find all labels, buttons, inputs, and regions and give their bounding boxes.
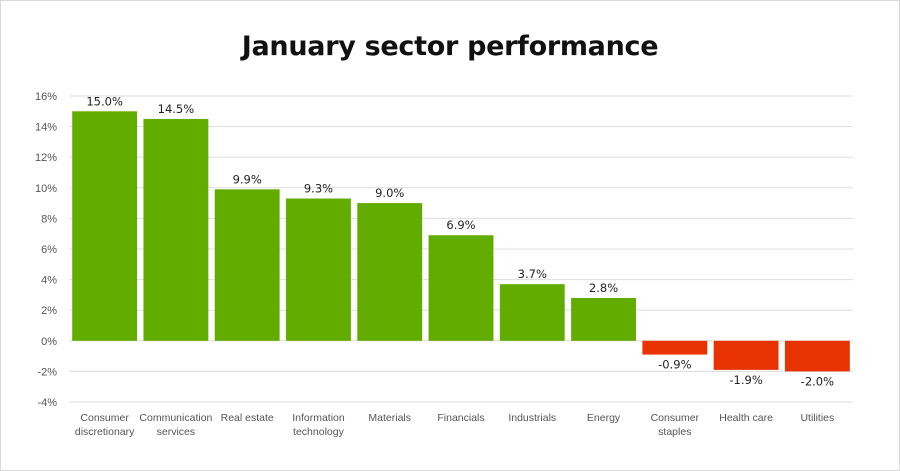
bar bbox=[72, 111, 138, 341]
bar bbox=[571, 297, 636, 341]
x-tick-label: Consumer bbox=[651, 412, 700, 424]
x-tick-label: Information bbox=[292, 412, 345, 424]
y-tick-label: -4% bbox=[37, 397, 57, 409]
x-tick-label: Energy bbox=[587, 412, 621, 424]
bar bbox=[143, 118, 209, 341]
y-tick-label: 12% bbox=[35, 152, 57, 164]
bar bbox=[642, 340, 708, 355]
x-tick-label: Utilities bbox=[800, 412, 834, 424]
y-tick-label: 4% bbox=[41, 275, 57, 287]
data-label: 14.5% bbox=[158, 102, 195, 116]
data-label: 15.0% bbox=[86, 94, 123, 108]
data-label: -1.9% bbox=[729, 373, 762, 387]
data-label: 6.9% bbox=[446, 218, 475, 232]
x-tick-label: services bbox=[157, 426, 196, 438]
x-tick-label: Materials bbox=[368, 412, 411, 424]
y-tick-label: 6% bbox=[41, 244, 57, 256]
y-tick-label: 14% bbox=[35, 122, 57, 134]
x-tick-label: Consumer bbox=[80, 412, 129, 424]
y-tick-label: 2% bbox=[41, 305, 57, 317]
data-label: 3.7% bbox=[518, 267, 547, 281]
x-tick-label: discretionary bbox=[75, 426, 135, 438]
bar bbox=[357, 203, 423, 341]
y-tick-label: 10% bbox=[35, 183, 57, 195]
x-tick-label: staples bbox=[658, 426, 691, 438]
y-tick-label: 8% bbox=[41, 213, 57, 225]
data-label: -0.9% bbox=[658, 358, 691, 372]
x-tick-label: Industrials bbox=[508, 412, 556, 424]
y-tick-label: -2% bbox=[37, 366, 57, 378]
bar bbox=[713, 340, 779, 370]
x-tick-label: Health care bbox=[719, 412, 773, 424]
data-label: -2.0% bbox=[801, 374, 834, 388]
bar bbox=[428, 235, 494, 341]
x-tick-label: Real estate bbox=[221, 412, 274, 424]
bar bbox=[499, 284, 565, 341]
data-label: 9.0% bbox=[375, 186, 404, 200]
x-tick-label: Financials bbox=[437, 412, 484, 424]
y-tick-label: 16% bbox=[35, 91, 57, 103]
data-label: 9.3% bbox=[304, 182, 333, 196]
bar bbox=[286, 198, 351, 341]
bar bbox=[214, 189, 280, 341]
data-label: 9.9% bbox=[233, 172, 262, 186]
chart-title: January sector performance bbox=[241, 31, 659, 62]
x-tick-label: Communication bbox=[139, 412, 212, 424]
data-label: 2.8% bbox=[589, 281, 618, 295]
y-tick-label: 0% bbox=[41, 336, 57, 348]
bar bbox=[784, 340, 850, 372]
x-tick-label: technology bbox=[293, 426, 345, 438]
